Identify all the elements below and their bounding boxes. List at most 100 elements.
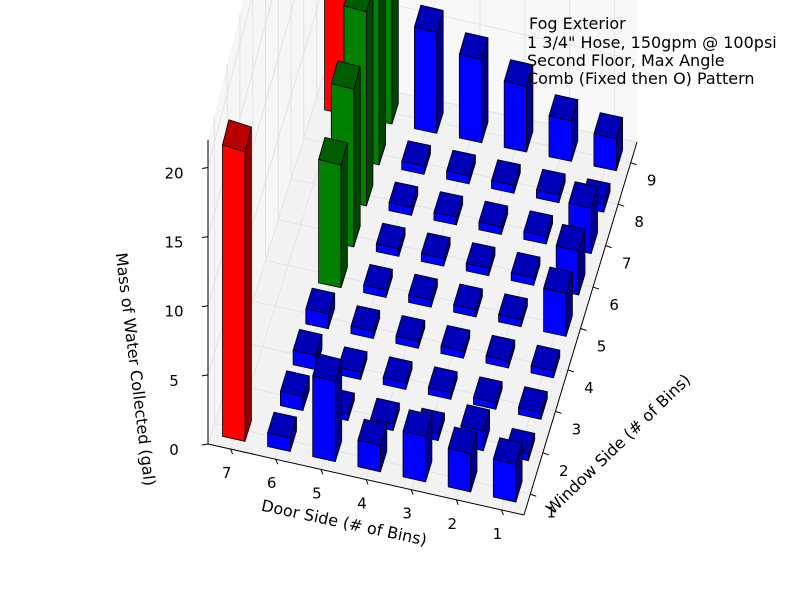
bar-x4-y5 — [408, 273, 438, 308]
y-tick-mark — [567, 369, 575, 373]
bar-front-face — [312, 375, 336, 463]
y-tick-mark — [555, 410, 562, 414]
bar-x4-y3 — [382, 356, 413, 390]
bar-x5-y1 — [312, 353, 343, 463]
bar-front-face — [492, 458, 517, 503]
x-tick-label-6: 6 — [267, 474, 277, 492]
bar-x7-y1 — [222, 119, 252, 442]
bar-top-face — [312, 353, 343, 382]
bar-top-face — [498, 293, 528, 320]
bar-top-face — [337, 346, 368, 373]
bar-x6-y1 — [267, 411, 297, 452]
bar-x3-y1 — [402, 409, 433, 483]
bar-top-face — [458, 32, 489, 60]
bar-top-face — [530, 344, 561, 372]
x-tick-mark — [230, 448, 234, 455]
bar-front-face — [593, 133, 617, 172]
bar-top-face — [548, 94, 579, 122]
bar-front-face — [318, 159, 342, 289]
bar-x3-y4 — [440, 324, 471, 359]
bar-x2-y7 — [523, 210, 553, 245]
bar-side-face — [340, 142, 348, 289]
x-tick-label-7: 7 — [222, 464, 232, 482]
bar-x5-y7 — [388, 181, 419, 216]
bar-top-face — [222, 119, 252, 153]
bar-front-face — [222, 144, 246, 442]
x-tick-mark — [500, 509, 504, 516]
x-tick-mark — [320, 469, 324, 475]
title-line-3: Second Floor, Max Angle — [527, 51, 725, 70]
y-tick-mark — [580, 328, 587, 331]
y-tick-mark — [605, 245, 612, 249]
z-tick-label-5: 5 — [169, 372, 179, 390]
bar-x1-y9 — [593, 112, 623, 172]
bar-front-face — [447, 447, 472, 493]
bar-x3-y9 — [503, 59, 534, 153]
bar-top-face — [427, 366, 458, 393]
bar-front-face — [458, 53, 483, 144]
bar-x1-y3 — [518, 386, 548, 420]
bar-x4-y7 — [433, 191, 464, 226]
bar-x5-y8 — [401, 140, 431, 175]
z-tick-mark — [201, 236, 209, 239]
z-tick-label-0: 0 — [169, 441, 179, 459]
bar-top-face — [453, 283, 483, 311]
bar-top-face — [460, 404, 491, 432]
z-axis-label: Mass of Water Collected (gal) — [112, 252, 159, 488]
grid-line-z-20 — [207, 0, 252, 168]
bar-top-face — [568, 181, 598, 209]
bar-top-face — [518, 386, 548, 414]
bar-top-face — [492, 437, 523, 465]
bar-x2-y9 — [548, 94, 579, 162]
bar-x2-y8 — [536, 168, 566, 204]
bar-x2-y3 — [472, 376, 503, 410]
bar-top-face — [503, 59, 534, 87]
y-tick-mark — [530, 493, 537, 497]
bar-x4-y9 — [458, 32, 489, 144]
x-tick-label-5: 5 — [312, 484, 322, 502]
bar-top-face — [318, 136, 348, 166]
y-tick-label-3: 3 — [572, 420, 582, 438]
x-tick-label-2: 2 — [448, 515, 458, 533]
bar-top-face — [408, 273, 438, 301]
bar-side-face — [366, 0, 374, 207]
z-tick-mark — [201, 166, 209, 169]
bar-x5-y4 — [350, 305, 381, 339]
bars-group — [222, 0, 623, 503]
bar-top-face — [555, 223, 586, 252]
bar-top-face — [267, 411, 297, 439]
x-tick-label-4: 4 — [357, 495, 367, 513]
bar-top-face — [413, 4, 444, 33]
bar-top-face — [279, 370, 310, 398]
bar-x2-y4 — [485, 334, 516, 369]
bar-top-face — [447, 426, 478, 455]
bar-top-face — [401, 140, 431, 167]
y-tick-label-1: 1 — [547, 503, 557, 521]
bar-side-face — [378, 0, 387, 166]
title-line-1: Fog Exterior — [529, 14, 626, 33]
title-line-2: 1 3/4" Hose, 150gpm @ 100psi — [527, 33, 777, 52]
bar-x2-y6 — [510, 251, 541, 286]
bar-top-face — [402, 409, 433, 437]
bar-top-face — [305, 287, 336, 315]
y-tick-label-4: 4 — [584, 379, 594, 397]
z-tick-mark — [201, 305, 209, 308]
bar-x1-y5 — [543, 266, 573, 337]
bar-top-face — [350, 305, 381, 332]
bar-x2-y1 — [447, 426, 478, 493]
z-tick-mark — [201, 443, 209, 446]
bar-x1-y4 — [530, 344, 561, 379]
bar-top-face — [465, 242, 496, 269]
y-tick-label-9: 9 — [647, 172, 657, 190]
bar-top-face — [593, 112, 623, 140]
bar-front-face — [503, 80, 527, 153]
title-line-4: Comb (Fixed then O) Pattern — [527, 69, 755, 88]
bar-top-face — [491, 159, 521, 186]
bar-top-face — [536, 168, 566, 196]
x-tick-mark — [455, 499, 459, 505]
bar-x4-y4 — [395, 315, 426, 349]
bar-top-face — [485, 334, 516, 362]
bar-front-face — [402, 430, 427, 483]
y-tick-label-6: 6 — [609, 296, 619, 314]
x-tick-mark — [410, 489, 414, 495]
